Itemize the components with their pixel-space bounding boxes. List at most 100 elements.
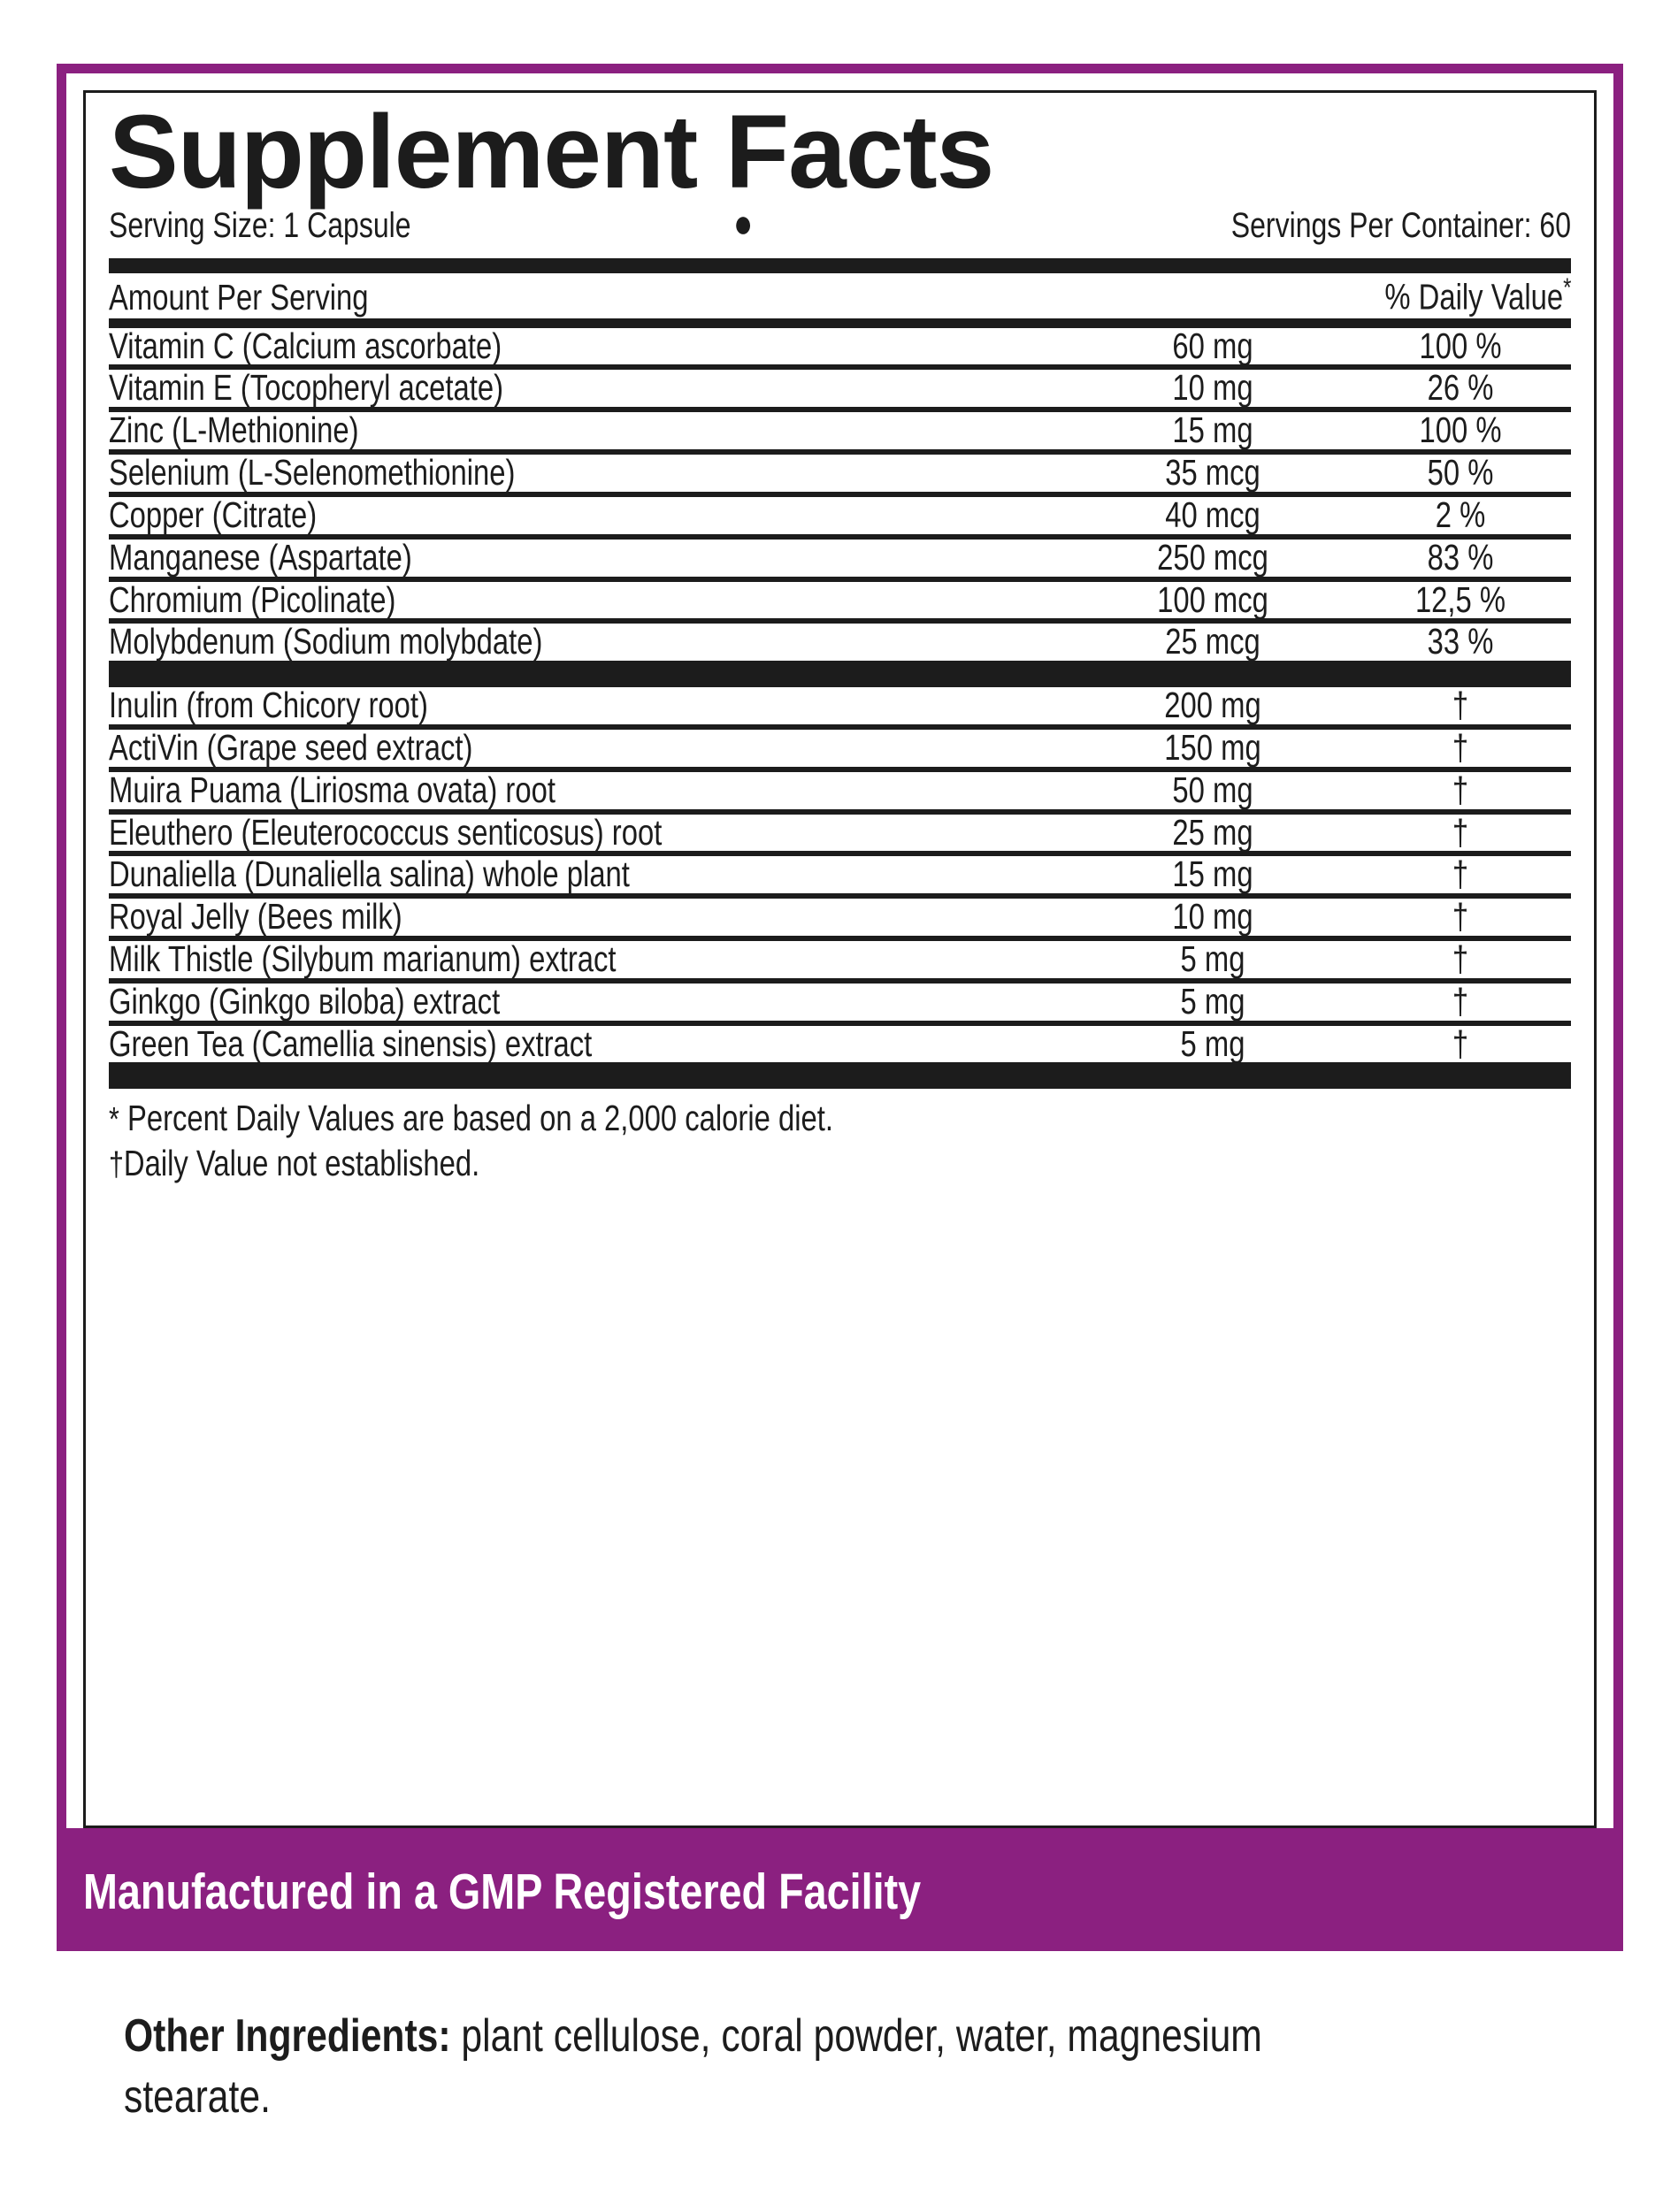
ingredient-name-cell: Milk Thistle (Silybum marianum) extract — [109, 936, 1076, 981]
ingredient-dv-cell: † — [1350, 685, 1571, 727]
table-row: Muira Puama (Liriosma ovata) root 50 mg † — [109, 766, 1571, 812]
divider-header-bottom — [109, 318, 1571, 328]
servings-per-container-text: Servings Per Container: 60 — [1230, 206, 1571, 245]
ingredient-name: Zinc (L-Methionine) — [109, 409, 359, 451]
ingredient-amount: 5 mg — [1180, 938, 1245, 980]
serving-info-row: Serving Size: 1 Capsule ● Servings Per C… — [109, 200, 1571, 246]
table-row: Manganese (Aspartate) 250 mcg 83 % — [109, 533, 1571, 579]
botanicals-table: Inulin (from Chicory root) 200 mg † ActiVin… — [109, 685, 1571, 1064]
table-row: Copper (Citrate) 40 mcg 2 % — [109, 491, 1571, 537]
ingredient-daily-value: † — [1452, 685, 1469, 726]
footnote-asterisk-text: Percent Daily Values are based on a 2,00… — [126, 1098, 833, 1139]
ingredient-daily-value: 33 % — [1427, 621, 1494, 662]
ingredient-name-cell: Manganese (Aspartate) — [109, 533, 1076, 579]
ingredient-daily-value: † — [1452, 853, 1469, 895]
ingredient-amount-cell: 25 mg — [1076, 808, 1350, 854]
ingredient-daily-value: † — [1452, 896, 1469, 938]
botanicals-tbody: Inulin (from Chicory root) 200 mg † ActiVin… — [109, 685, 1571, 1064]
ingredient-amount: 50 mg — [1172, 769, 1253, 810]
ingredient-dv-cell: † — [1350, 1020, 1571, 1064]
ingredient-amount: 10 mg — [1172, 367, 1253, 409]
ingredient-amount-cell: 15 mg — [1076, 851, 1350, 897]
ingredient-dv-cell: † — [1350, 893, 1571, 939]
ingredient-daily-value: 2 % — [1435, 494, 1486, 535]
table-row: Chromium (Picolinate) 100 mcg 12,5 % — [109, 576, 1571, 622]
ingredient-name: Vitamin C (Calcium ascorbate) — [109, 325, 502, 366]
ingredient-daily-value: † — [1452, 769, 1469, 810]
table-header-row: Amount Per Serving % Daily Value* — [109, 273, 1571, 318]
table-row: Selenium (L-Selenomethionine) 35 mcg 50 % — [109, 449, 1571, 494]
serving-size-text: Serving Size: 1 Capsule — [109, 206, 411, 245]
ingredient-amount: 200 mg — [1164, 685, 1261, 726]
ingredient-dv-cell: † — [1350, 723, 1571, 769]
ingredient-daily-value: 83 % — [1427, 536, 1494, 578]
ingredient-dv-cell: † — [1350, 977, 1571, 1023]
amount-per-serving-cell: Amount Per Serving — [109, 273, 1076, 318]
other-ingredients-value: plant cellulose, coral powder, water, ma… — [124, 2010, 1262, 2123]
footnote-dagger-text: Daily Value not established. — [123, 1142, 480, 1183]
vitamins-table: Vitamin C (Calcium ascorbate) 60 mg 100 % V… — [109, 325, 1571, 662]
header-spacer-cell — [1076, 273, 1350, 318]
ingredient-dv-cell: 26 % — [1350, 364, 1571, 410]
ingredient-dv-cell: 100 % — [1350, 327, 1571, 368]
ingredient-name: Inulin (from Chicory root) — [109, 685, 428, 726]
footnote-dagger-symbol: † — [109, 1145, 124, 1183]
table-row: Vitamin E (Tocopheryl acetate) 10 mg 26 % — [109, 364, 1571, 410]
ingredient-amount: 250 mcg — [1157, 536, 1268, 578]
ingredient-amount-cell: 25 mcg — [1076, 618, 1350, 662]
ingredient-daily-value: † — [1452, 811, 1469, 853]
ingredient-amount: 5 mg — [1180, 1022, 1245, 1064]
vitamins-tbody: Vitamin C (Calcium ascorbate) 60 mg 100 % V… — [109, 325, 1571, 662]
ingredient-name-cell: Selenium (L-Selenomethionine) — [109, 449, 1076, 494]
ingredient-amount-cell: 10 mg — [1076, 893, 1350, 939]
other-ingredients-block: Other Ingredients: plant cellulose, cora… — [124, 2006, 1284, 2127]
ingredient-amount-cell: 5 mg — [1076, 977, 1350, 1023]
ingredient-daily-value: 100 % — [1419, 409, 1502, 451]
ingredient-amount: 40 mcg — [1165, 494, 1260, 535]
ingredient-amount-cell: 40 mcg — [1076, 491, 1350, 537]
ingredient-name-cell: Chromium (Picolinate) — [109, 576, 1076, 622]
supplement-facts-panel: Supplement Facts Serving Size: 1 Capsule… — [66, 73, 1613, 1828]
ingredient-daily-value: † — [1452, 1022, 1469, 1064]
ingredient-name: Molybdenum (Sodium molybdate) — [109, 621, 543, 662]
ingredient-amount: 150 mg — [1164, 726, 1261, 768]
ingredient-daily-value: † — [1452, 938, 1469, 980]
ingredient-name: ActiVin (Grape seed extract) — [109, 726, 473, 768]
bullet-separator-icon: ● — [733, 200, 754, 246]
ingredient-amount-cell: 250 mcg — [1076, 533, 1350, 579]
daily-value-asterisk: * — [1562, 273, 1571, 302]
ingredient-amount: 5 mg — [1180, 980, 1245, 1022]
table-row: Ginkgo (Ginkgo вiloba) extract 5 mg † — [109, 977, 1571, 1023]
ingredient-name-cell: ActiVin (Grape seed extract) — [109, 723, 1076, 769]
ingredient-amount: 100 mcg — [1157, 578, 1268, 620]
table-row: Green Tea (Camellia sinensis) extract 5 m… — [109, 1020, 1571, 1064]
ingredient-amount: 25 mcg — [1165, 621, 1260, 662]
ingredient-amount: 10 mg — [1172, 896, 1253, 938]
table-row: Milk Thistle (Silybum marianum) extract 5… — [109, 936, 1571, 981]
ingredient-name-cell: Royal Jelly (Bees milk) — [109, 893, 1076, 939]
ingredient-amount: 15 mg — [1172, 853, 1253, 895]
table-row: ActiVin (Grape seed extract) 150 mg † — [109, 723, 1571, 769]
table-row: Inulin (from Chicory root) 200 mg † — [109, 685, 1571, 727]
ingredient-daily-value: 26 % — [1427, 367, 1494, 409]
daily-value-cell: % Daily Value* — [1350, 273, 1571, 318]
divider-footnote-block — [109, 1062, 1571, 1090]
ingredient-amount-cell: 60 mg — [1076, 327, 1350, 368]
ingredient-name-cell: Vitamin E (Tocopheryl acetate) — [109, 364, 1076, 410]
ingredient-daily-value: 12,5 % — [1414, 578, 1506, 620]
table-row: Zinc (L-Methionine) 15 mg 100 % — [109, 407, 1571, 453]
ingredient-amount-cell: 200 mg — [1076, 685, 1350, 727]
ingredient-dv-cell: † — [1350, 766, 1571, 812]
ingredient-name: Royal Jelly (Bees milk) — [109, 896, 402, 938]
ingredient-name-cell: Copper (Citrate) — [109, 491, 1076, 537]
ingredient-amount-cell: 100 mcg — [1076, 576, 1350, 622]
ingredient-name: Chromium (Picolinate) — [109, 578, 396, 620]
ingredient-amount-cell: 5 mg — [1076, 936, 1350, 981]
ingredient-dv-cell: 12,5 % — [1350, 576, 1571, 622]
divider-top-thick — [109, 258, 1571, 273]
other-ingredients-label: Other Ingredients: — [124, 2010, 451, 2062]
table-row: Royal Jelly (Bees milk) 10 mg † — [109, 893, 1571, 939]
ingredient-name-cell: Muira Puama (Liriosma ovata) root — [109, 766, 1076, 812]
table-row: Vitamin C (Calcium ascorbate) 60 mg 100 % — [109, 325, 1571, 368]
footnote-asterisk-line: * Percent Daily Values are based on a 2,… — [109, 1096, 1571, 1140]
